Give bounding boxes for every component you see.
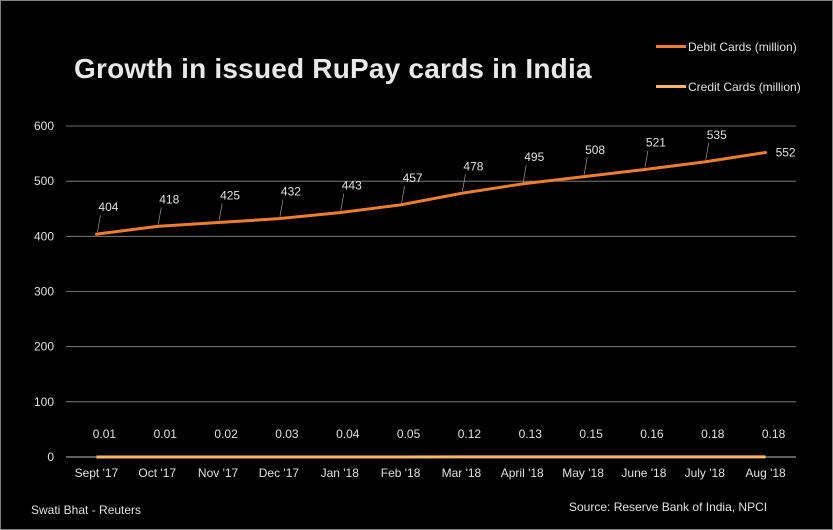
- data-label-credit: 0.01: [93, 427, 117, 441]
- y-tick-label-200: 200: [34, 340, 54, 354]
- leader-line-debit: [97, 215, 101, 233]
- data-label-debit: 404: [98, 200, 118, 214]
- x-tick-label: Mar '18: [442, 466, 482, 480]
- data-label-debit: 443: [342, 179, 362, 193]
- leader-line-debit: [157, 207, 162, 225]
- x-tick-label: Dec '17: [259, 466, 300, 480]
- data-label-credit: 0.05: [397, 427, 421, 441]
- x-tick-label: Nov '17: [198, 466, 239, 480]
- data-label-debit: 535: [707, 128, 727, 142]
- y-tick-label-500: 500: [34, 174, 54, 188]
- author-credit: Swati Bhat - Reuters: [31, 503, 142, 517]
- y-tick-label-0: 0: [47, 450, 54, 464]
- x-tick-label: Jan '18: [321, 466, 360, 480]
- data-label-credit: 0.01: [154, 427, 178, 441]
- data-label-credit: 0.02: [214, 427, 238, 441]
- leader-line-debit: [279, 199, 284, 217]
- x-tick-label: April '18: [501, 466, 544, 480]
- source-note: Source: Reserve Bank of India, NPCI: [569, 500, 768, 514]
- leader-line-debit: [340, 193, 345, 211]
- data-label-debit: 478: [463, 159, 483, 173]
- legend-entry-credit: Credit Cards (million): [656, 80, 801, 94]
- data-label-debit: 457: [403, 171, 423, 185]
- leader-line-debit: [583, 157, 588, 175]
- data-label-debit: 552: [776, 145, 796, 159]
- legend-entry-debit: Debit Cards (million): [656, 40, 797, 54]
- leader-line-debit: [462, 174, 466, 192]
- x-tick-label: Aug '18: [745, 466, 786, 480]
- y-tick-label-100: 100: [34, 395, 54, 409]
- x-tick-label: July '18: [685, 466, 726, 480]
- y-tick-label-400: 400: [34, 229, 54, 243]
- series-line-debit: [94, 150, 768, 236]
- leader-line-debit: [218, 203, 223, 221]
- y-tick-label-600: 600: [34, 119, 54, 133]
- leader-line-debit: [522, 164, 527, 182]
- x-tick-label: Oct '17: [138, 466, 176, 480]
- leader-line-debit: [644, 150, 649, 168]
- data-label-debit: 508: [585, 143, 605, 157]
- chart-title: Growth in issued RuPay cards in India: [74, 53, 592, 84]
- leader-line-debit: [705, 142, 710, 160]
- data-label-credit: 0.15: [579, 427, 603, 441]
- data-label-credit: 0.16: [640, 427, 664, 441]
- data-label-debit: 425: [220, 189, 240, 203]
- data-label-credit: 0.04: [336, 427, 360, 441]
- data-label-credit: 0.12: [458, 427, 482, 441]
- data-label-debit: 418: [159, 192, 179, 206]
- y-tick-label-300: 300: [34, 285, 54, 299]
- data-label-credit: 0.18: [762, 427, 786, 441]
- legend-swatch-credit: [656, 85, 686, 89]
- x-tick-label: Sept '17: [75, 466, 119, 480]
- leader-line-debit: [401, 185, 405, 203]
- data-label-debit: 432: [281, 185, 301, 199]
- data-label-debit: 521: [646, 136, 666, 150]
- legend-swatch-debit: [656, 45, 686, 49]
- x-tick-label: June '18: [621, 466, 666, 480]
- data-label-credit: 0.18: [701, 427, 725, 441]
- legend-label-debit: Debit Cards (million): [688, 40, 797, 54]
- legend-label-credit: Credit Cards (million): [688, 80, 801, 94]
- x-tick-label: May '18: [562, 466, 604, 480]
- data-label-debit: 495: [524, 150, 544, 164]
- data-label-credit: 0.03: [275, 427, 299, 441]
- data-label-credit: 0.13: [519, 427, 543, 441]
- x-tick-label: Feb '18: [381, 466, 421, 480]
